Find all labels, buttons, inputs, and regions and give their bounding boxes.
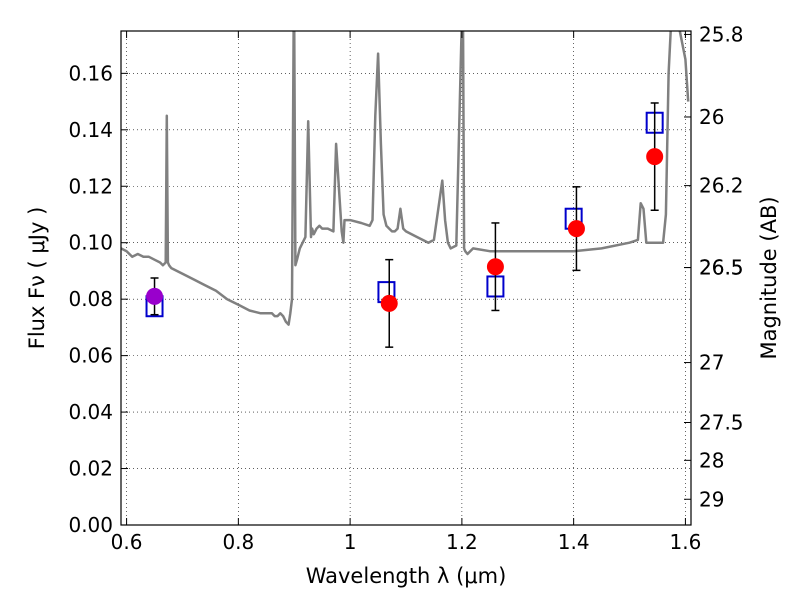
axes: 0.6 0.8 1 1.2 1.4 1.6 0.00 0.02 0.04 0.06 0.08 0.10… xyxy=(68,22,743,554)
x-tick-label: 1.2 xyxy=(446,530,478,554)
y-axis-title: Flux Fν ( μJy ) xyxy=(25,207,49,350)
mag-tick-label: 29 xyxy=(699,487,724,511)
mag-tick-label: 27.5 xyxy=(699,411,744,435)
markers xyxy=(145,102,664,348)
x-tick-label: 1 xyxy=(344,530,357,554)
spectrum-line xyxy=(121,31,690,326)
x-tick-label: 0.6 xyxy=(111,530,143,554)
mag-tick-label: 26.5 xyxy=(699,256,744,280)
observed-photometry-point xyxy=(380,294,398,312)
mag-tick-label: 26.5 xyxy=(699,256,744,280)
x-tick-label: 1.4 xyxy=(558,530,590,554)
observed-photometry-point xyxy=(486,258,504,276)
y-tick-label: 0.04 xyxy=(68,400,113,424)
grid xyxy=(121,31,691,525)
x-tick-label: 1.6 xyxy=(670,530,702,554)
observed-photometry-point xyxy=(646,148,664,166)
y-tick-label: 0.00 xyxy=(68,513,113,537)
observed-photometry-point xyxy=(567,220,585,238)
observed-photometry-point xyxy=(146,287,164,305)
plot-frame xyxy=(120,30,692,526)
y2-axis-title: Magnitude (AB) xyxy=(757,196,781,359)
mag-tick-label: 26 xyxy=(699,105,724,129)
x-axis-title: Wavelength λ (μm) xyxy=(306,564,507,588)
plot-area xyxy=(121,31,690,326)
y-tick-label: 0.10 xyxy=(68,231,113,255)
y-tick-label: 0.12 xyxy=(68,174,113,198)
mag-tick-label: 28 xyxy=(699,448,724,472)
y-tick-label: 0.14 xyxy=(68,118,113,142)
x-tick-label: 0.8 xyxy=(222,530,254,554)
mag-tick-label: 27 xyxy=(699,351,724,375)
y-tick-label: 0.02 xyxy=(68,457,113,481)
plot-background xyxy=(121,31,691,525)
mag-tick-label: 26.2 xyxy=(699,174,744,198)
y-tick-label: 0.08 xyxy=(68,287,113,311)
y-tick-label: 0.06 xyxy=(68,344,113,368)
mag-tick-label: 25.8 xyxy=(699,22,744,46)
y-tick-label: 0.16 xyxy=(68,61,113,85)
